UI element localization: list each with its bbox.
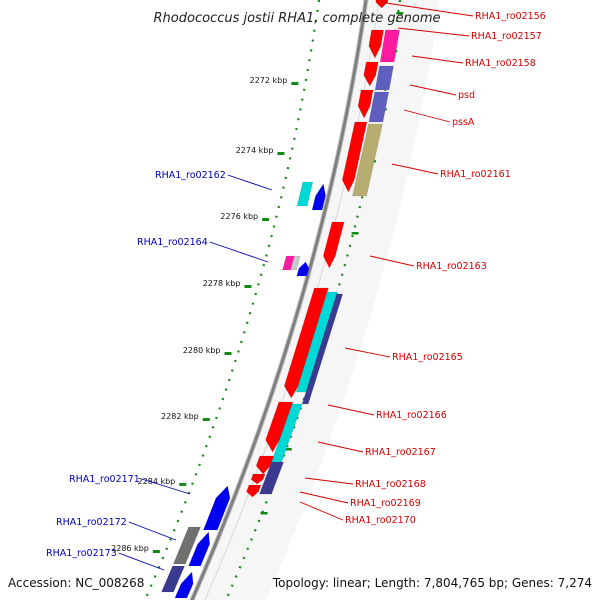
gene-ro02171-block[interactable] [202, 485, 231, 531]
map-title: Rhodococcus jostii RHA1, complete genome [154, 11, 441, 26]
gene-label-forward[interactable]: RHA1_ro02170 [345, 515, 416, 526]
gene-ro02173-domain[interactable] [161, 565, 186, 593]
kbp-tick-label: 2272 kbp [250, 76, 288, 85]
kbp-tick-label: 2280 kbp [183, 346, 221, 355]
gene-leader-line [118, 552, 165, 571]
kbp-tick-label: 2286 kbp [111, 544, 149, 553]
gene-leader-line [409, 84, 457, 96]
gene-ro02158-block[interactable] [363, 61, 379, 87]
gene-leader-line [391, 163, 439, 175]
gene-ro02166-block[interactable] [265, 401, 294, 453]
kbp-tick-label: 2274 kbp [236, 146, 274, 155]
kbp-tick-mark [262, 218, 270, 221]
gene-ro02173-block[interactable] [174, 571, 194, 599]
gene-leader-line [385, 2, 474, 17]
gene-ro02165-subdomain[interactable] [301, 293, 344, 405]
gene-ro02162-domain[interactable] [296, 181, 314, 207]
gene-psd-block[interactable] [357, 89, 374, 119]
gene-leader-line [227, 174, 273, 191]
kbp-tick-mark [224, 352, 232, 355]
gene-label-forward[interactable]: RHA1_ro02163 [416, 261, 487, 272]
gene-label-forward[interactable]: RHA1_ro02166 [376, 410, 447, 421]
gene-label-reverse[interactable]: RHA1_ro02172 [56, 517, 127, 528]
gene-ro02169-block[interactable] [246, 484, 262, 498]
kbp-tick-mark [277, 152, 285, 155]
gene-leader-line [304, 477, 354, 485]
outer-rail-tick [396, 12, 404, 15]
gene-ro02167-block[interactable] [255, 455, 275, 475]
gene-ro02172-block[interactable] [188, 531, 211, 567]
gene-ro02172-domain[interactable] [172, 526, 202, 565]
outer-rail-tick [284, 448, 292, 451]
gene-label-reverse[interactable]: RHA1_ro02164 [137, 237, 208, 248]
kbp-tick-label: 2276 kbp [220, 212, 258, 221]
kbp-tick-label: 2282 kbp [161, 412, 199, 421]
outer-rail-tick [351, 232, 359, 235]
kbp-tick-mark [291, 82, 299, 85]
gene-leader-line [327, 404, 375, 416]
gene-label-reverse[interactable]: RHA1_ro02162 [155, 170, 226, 181]
gene-label-forward[interactable]: RHA1_ro02167 [365, 447, 436, 458]
gene-leader-line [299, 491, 349, 504]
accession-text: Accession: NC_008268 [8, 576, 144, 590]
gene-leader-line [403, 109, 451, 123]
kbp-tick-mark [244, 285, 252, 288]
topology-text: Topology: linear; Length: 7,804,765 bp; … [272, 576, 592, 590]
gene-leader-line [317, 441, 364, 453]
kbp-tick-mark [179, 483, 187, 486]
gene-ro02161-block[interactable] [341, 121, 368, 193]
gene-leader-line [344, 347, 391, 358]
map-background-layer [143, 0, 440, 600]
kbp-tick-mark [152, 550, 160, 553]
inner-dotted-rail [143, 0, 321, 600]
gene-feature-layer [161, 0, 400, 599]
gene-ro02161-domain[interactable] [352, 123, 383, 197]
gene-ro02167-domain[interactable] [259, 461, 285, 495]
gene-ro02165-block[interactable] [283, 287, 329, 399]
gene-label-forward[interactable]: RHA1_ro02157 [471, 31, 542, 42]
gene-leader-line [141, 478, 191, 495]
label-leader-layer [118, 2, 474, 571]
gene-leader-line [299, 501, 344, 521]
kbp-tick-mark [202, 418, 210, 421]
gene-leader-line [397, 27, 470, 37]
gene-ro02164-block[interactable] [296, 261, 310, 277]
gene-ro02162-block[interactable] [311, 183, 326, 211]
gene-psd-domain[interactable] [374, 65, 394, 91]
gene-leader-line [209, 241, 269, 263]
gene-ro02157-domain[interactable] [379, 29, 400, 63]
gene-pssA-domain[interactable] [368, 91, 390, 123]
gene-ro02163-block[interactable] [322, 221, 345, 269]
kbp-tick-label: 2284 kbp [138, 477, 176, 486]
gene-label-forward[interactable]: pssA [452, 117, 475, 128]
gene-label-forward[interactable]: RHA1_ro02161 [440, 169, 511, 180]
gene-ro02168-block[interactable] [250, 473, 266, 485]
gene-label-forward[interactable]: RHA1_ro02165 [392, 352, 463, 363]
gene-label-forward[interactable]: RHA1_ro02169 [350, 498, 421, 509]
gene-label-forward[interactable]: RHA1_ro02156 [475, 11, 546, 22]
genome-backbone-line [190, 0, 368, 600]
gene-leader-line [128, 521, 177, 541]
gene-leader-line [411, 55, 464, 64]
gene-label-forward[interactable]: RHA1_ro02158 [465, 58, 536, 69]
gene-leader-line [369, 255, 415, 267]
gene-label-forward[interactable]: psd [458, 90, 475, 101]
outer-rail-tick [260, 512, 268, 515]
gene-label-reverse[interactable]: RHA1_ro02171 [69, 474, 140, 485]
gene-ro02164-subdomain[interactable] [290, 255, 301, 271]
gene-label-forward[interactable]: RHA1_ro02168 [355, 479, 426, 490]
gene-label-reverse[interactable]: RHA1_ro02173 [46, 548, 117, 559]
gene-ro02156-block[interactable] [375, 0, 389, 9]
kbp-tick-label: 2278 kbp [203, 279, 241, 288]
gene-ro02157-block[interactable] [368, 29, 384, 59]
